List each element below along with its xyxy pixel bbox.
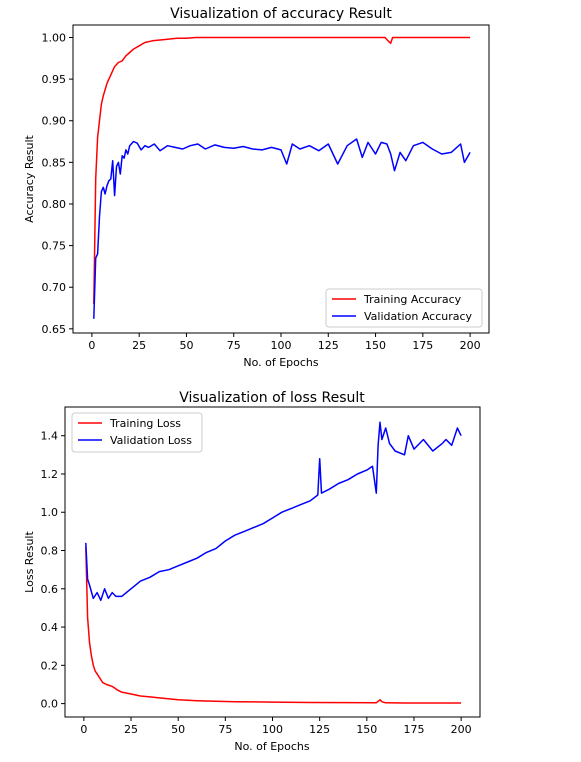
series-group — [85, 421, 462, 704]
y-axis-label: Loss Result — [23, 531, 36, 593]
x-axis: 0 25 50 75 100 125 150 175 200 — [88, 333, 481, 352]
y-axis-label: Accuracy Result — [23, 134, 36, 222]
y-tick-label: 1.0 — [41, 506, 59, 519]
legend-box — [325, 288, 483, 328]
x-tick-label: 25 — [132, 339, 146, 352]
y-axis: 0.0 0.2 0.4 0.6 0.8 1.0 1.2 1.4 — [41, 430, 65, 711]
x-axis-label: No. of Epochs — [234, 740, 310, 753]
x-tick-label: 50 — [179, 339, 193, 352]
y-tick-label: 0.65 — [42, 323, 67, 336]
x-tick-label: 0 — [80, 723, 87, 736]
x-axis: 0 25 50 75 100 125 150 175 200 — [80, 717, 472, 736]
chart-title: Visualization of loss Result — [179, 390, 365, 406]
x-tick-label: 75 — [218, 723, 232, 736]
y-tick-label: 1.2 — [41, 468, 59, 481]
y-tick-label: 1.00 — [42, 31, 67, 44]
x-tick-label: 75 — [227, 339, 241, 352]
series-line-training-accuracy — [93, 36, 471, 304]
x-axis-label: No. of Epochs — [243, 356, 319, 369]
x-tick-label: 0 — [88, 339, 95, 352]
y-tick-label: 0.90 — [42, 115, 67, 128]
y-tick-label: 0.80 — [42, 198, 67, 211]
legend-box — [71, 412, 203, 453]
legend-label: Training Accuracy — [363, 293, 462, 306]
x-tick-label: 150 — [365, 339, 386, 352]
x-tick-label: 125 — [309, 723, 330, 736]
legend: Training Accuracy Validation Accuracy — [325, 288, 483, 328]
x-tick-label: 125 — [318, 339, 339, 352]
series-group — [93, 36, 471, 319]
y-tick-label: 1.4 — [41, 430, 59, 443]
x-tick-label: 175 — [403, 723, 424, 736]
series-line-training-loss — [85, 546, 462, 704]
x-tick-label: 200 — [451, 723, 472, 736]
y-tick-label: 0.2 — [41, 659, 59, 672]
series-line-validation-accuracy — [93, 138, 471, 319]
y-tick-label: 0.8 — [41, 545, 59, 558]
chart-title: Visualization of accuracy Result — [170, 6, 392, 22]
series-line-validation-loss — [85, 421, 462, 602]
y-tick-label: 0.0 — [41, 698, 59, 711]
accuracy-chart: Visualization of accuracy Result 0 25 50 75… — [23, 6, 490, 369]
plot-area — [64, 406, 481, 718]
y-tick-label: 0.6 — [41, 583, 59, 596]
y-axis: 0.65 0.70 0.75 0.80 0.85 0.90 0.95 1.00 — [42, 31, 73, 336]
y-tick-label: 0.85 — [42, 156, 67, 169]
x-tick-label: 25 — [124, 723, 138, 736]
legend: Training Loss Validation Loss — [71, 412, 203, 453]
loss-chart: Visualization of loss Result 0 25 50 75 100 1… — [23, 390, 481, 753]
y-tick-label: 0.70 — [42, 281, 67, 294]
x-tick-label: 200 — [460, 339, 481, 352]
plot-area — [72, 24, 490, 334]
y-tick-label: 0.75 — [42, 240, 67, 253]
legend-label: Training Loss — [109, 417, 181, 430]
y-tick-label: 0.95 — [42, 73, 67, 86]
legend-label: Validation Accuracy — [364, 310, 473, 323]
legend-label: Validation Loss — [110, 434, 192, 447]
x-tick-label: 50 — [171, 723, 185, 736]
x-tick-label: 100 — [271, 339, 292, 352]
x-tick-label: 175 — [412, 339, 433, 352]
y-tick-label: 0.4 — [41, 621, 59, 634]
x-tick-label: 100 — [262, 723, 283, 736]
x-tick-label: 150 — [356, 723, 377, 736]
